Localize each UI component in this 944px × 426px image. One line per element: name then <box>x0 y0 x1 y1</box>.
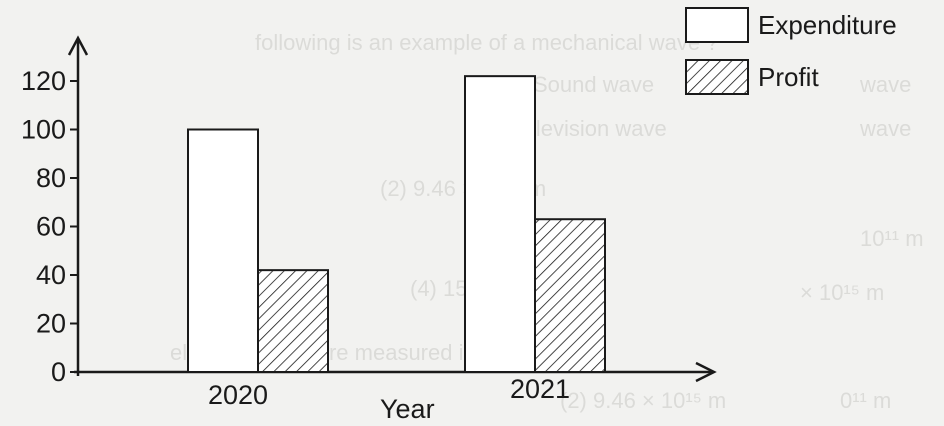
x-tick-label-2021: 2021 <box>510 374 570 404</box>
bars <box>187 75 606 374</box>
y-tick-label: 120 <box>21 66 66 96</box>
legend-label-expenditure: Expenditure <box>758 10 897 40</box>
legend-swatch-profit <box>685 59 749 95</box>
bar-profit-2021 <box>534 218 606 373</box>
svg-text:× 10¹⁵ m: × 10¹⁵ m <box>800 280 884 305</box>
legend-swatch-expenditure <box>685 7 749 43</box>
bar-profit-2020 <box>257 269 329 373</box>
svg-text:0¹¹ m: 0¹¹ m <box>840 388 891 413</box>
x-axis-title: Year <box>380 394 435 424</box>
bar-expenditure-2020 <box>187 128 259 373</box>
x-axis-arrowhead <box>695 361 717 383</box>
y-tick-label: 60 <box>36 212 66 242</box>
x-axis-ticks: 2020 2021 <box>208 374 570 410</box>
svg-text:wave: wave <box>859 72 911 97</box>
svg-text:following is an example of a m: following is an example of a mechanical … <box>255 30 718 55</box>
legend-label-profit: Profit <box>758 62 819 92</box>
svg-text:wave: wave <box>859 116 911 141</box>
legend: Expenditure Profit <box>685 7 897 95</box>
y-tick-label: 20 <box>36 309 66 339</box>
x-tick-label-2020: 2020 <box>208 380 268 410</box>
y-tick-label: 100 <box>21 115 66 145</box>
y-tick-label: 80 <box>36 163 66 193</box>
y-tick-label: 40 <box>36 260 66 290</box>
svg-text:10¹¹ m: 10¹¹ m <box>860 226 924 251</box>
y-axis-ticks: 0 20 40 60 80 100 120 <box>21 66 78 387</box>
svg-text:(2) 9.46 × 10¹⁵ m: (2) 9.46 × 10¹⁵ m <box>560 388 726 413</box>
y-tick-label: 0 <box>51 357 66 387</box>
bar-expenditure-2021 <box>464 75 536 374</box>
y-axis-arrowhead <box>67 35 89 56</box>
